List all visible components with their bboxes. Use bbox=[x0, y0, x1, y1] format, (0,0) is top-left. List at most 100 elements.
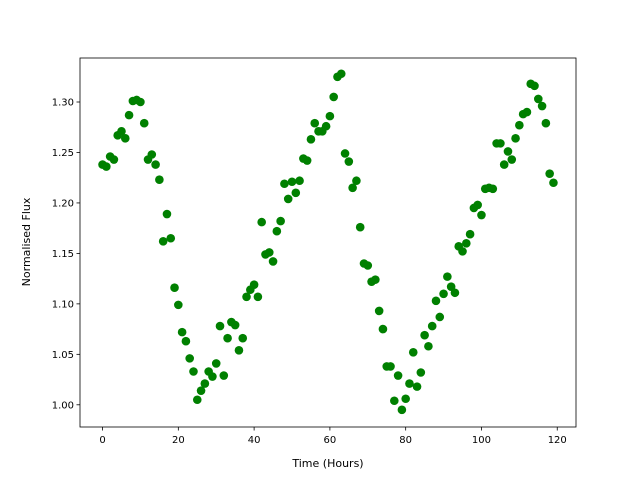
y-tick-label: 1.00 bbox=[52, 400, 74, 411]
x-axis-label: Time (Hours) bbox=[291, 457, 363, 470]
point bbox=[325, 111, 335, 121]
point bbox=[170, 283, 179, 293]
point bbox=[196, 386, 206, 395]
point bbox=[393, 371, 403, 380]
point bbox=[537, 101, 547, 111]
point bbox=[238, 333, 248, 343]
point bbox=[477, 210, 486, 220]
point bbox=[139, 118, 149, 128]
point bbox=[507, 155, 517, 164]
point bbox=[192, 395, 202, 405]
point bbox=[287, 177, 297, 187]
plot-frame bbox=[79, 57, 577, 428]
point bbox=[397, 405, 407, 415]
point bbox=[321, 121, 331, 131]
point bbox=[155, 175, 164, 185]
point bbox=[215, 321, 225, 331]
point bbox=[102, 162, 111, 171]
point bbox=[208, 372, 217, 381]
point bbox=[329, 92, 338, 102]
point bbox=[219, 371, 229, 380]
point bbox=[230, 320, 240, 330]
point bbox=[465, 229, 475, 239]
point bbox=[120, 134, 130, 143]
y-tick-label: 1.20 bbox=[52, 198, 74, 209]
point bbox=[443, 272, 452, 281]
point bbox=[211, 359, 221, 368]
y-axis-label: Normalised Flux bbox=[20, 197, 33, 286]
point bbox=[473, 200, 482, 210]
point bbox=[344, 157, 354, 166]
point bbox=[371, 275, 380, 284]
point bbox=[280, 179, 289, 189]
y-tick-label: 1.10 bbox=[52, 299, 74, 310]
point bbox=[408, 348, 418, 357]
point bbox=[268, 257, 278, 266]
point bbox=[291, 188, 301, 198]
point bbox=[264, 248, 274, 257]
point bbox=[427, 321, 437, 331]
point bbox=[253, 292, 263, 302]
point bbox=[151, 160, 160, 169]
point bbox=[522, 107, 532, 117]
point bbox=[420, 330, 429, 340]
x-tick-label: 0 bbox=[99, 435, 105, 446]
point bbox=[147, 150, 157, 159]
point bbox=[541, 118, 551, 128]
point bbox=[515, 120, 524, 130]
point bbox=[378, 324, 388, 334]
point bbox=[416, 368, 426, 377]
point bbox=[496, 139, 505, 148]
point bbox=[174, 300, 183, 310]
x-tick-label: 20 bbox=[172, 435, 185, 446]
y-tick-label: 1.05 bbox=[52, 350, 74, 361]
point bbox=[177, 327, 187, 337]
point bbox=[162, 209, 172, 219]
point bbox=[386, 362, 395, 371]
point bbox=[488, 184, 498, 194]
point bbox=[549, 178, 558, 188]
point bbox=[530, 81, 539, 91]
point bbox=[503, 147, 513, 156]
point bbox=[401, 394, 410, 404]
point bbox=[352, 176, 361, 186]
point bbox=[242, 292, 251, 302]
point bbox=[158, 236, 168, 246]
point bbox=[431, 296, 441, 306]
point bbox=[272, 226, 282, 236]
point bbox=[348, 183, 357, 193]
point bbox=[124, 110, 134, 120]
x-tick-label: 60 bbox=[324, 435, 337, 446]
point bbox=[439, 289, 448, 299]
point bbox=[511, 134, 520, 143]
point bbox=[257, 217, 266, 227]
point bbox=[374, 306, 384, 316]
point bbox=[363, 261, 373, 270]
y-tick-label: 1.30 bbox=[52, 98, 74, 109]
point bbox=[295, 176, 304, 186]
x-tick-label: 100 bbox=[472, 435, 491, 446]
x-tick-label: 40 bbox=[248, 435, 261, 446]
point bbox=[276, 216, 285, 226]
point bbox=[390, 396, 399, 406]
point bbox=[136, 97, 145, 107]
point bbox=[302, 156, 312, 165]
point bbox=[545, 169, 554, 178]
point bbox=[166, 233, 176, 243]
y-tick-label: 1.25 bbox=[52, 148, 74, 159]
point bbox=[336, 69, 346, 79]
point bbox=[499, 160, 509, 169]
y-tick-label: 1.15 bbox=[52, 249, 74, 260]
point bbox=[117, 126, 126, 136]
point bbox=[189, 367, 198, 376]
point bbox=[424, 341, 433, 351]
point bbox=[458, 247, 467, 256]
point bbox=[340, 149, 350, 158]
point bbox=[181, 336, 191, 346]
point bbox=[310, 118, 320, 128]
point bbox=[234, 345, 244, 355]
point bbox=[435, 312, 445, 322]
point bbox=[405, 379, 414, 388]
